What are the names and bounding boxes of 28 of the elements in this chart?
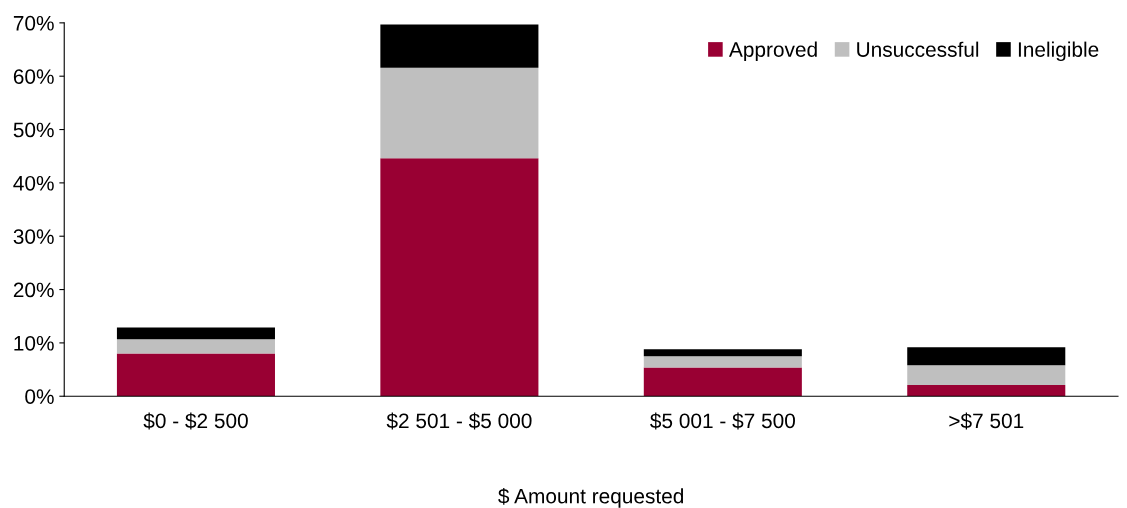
bar xyxy=(907,385,1066,397)
legend-label: Ineligible xyxy=(1018,41,1099,62)
bar xyxy=(380,158,539,397)
x-tick-label: $5 001 - $7 500 xyxy=(650,412,795,430)
x-tick-label: >$7 501 xyxy=(949,412,1024,430)
x-tick-label: $0 - $2 500 xyxy=(143,412,248,430)
bar xyxy=(380,24,539,68)
bar xyxy=(116,339,275,354)
y-tick-label: 10% xyxy=(14,335,54,351)
bar xyxy=(116,353,275,397)
y-tick-label: 30% xyxy=(13,229,54,244)
legend-label: Approved xyxy=(728,41,817,62)
y-tick-label: 20% xyxy=(13,282,54,298)
x-tick-label: $2 501 - $5 000 xyxy=(386,412,532,430)
y-tick-label: 70% xyxy=(13,15,54,31)
legend-label: Unsuccessful xyxy=(857,41,979,57)
bar xyxy=(907,347,1066,366)
bar xyxy=(643,356,802,368)
y-tick-label: 60% xyxy=(13,69,54,84)
x-axis-title: $ Amount requested xyxy=(498,487,684,508)
bar xyxy=(116,327,275,340)
bar xyxy=(380,67,539,159)
y-tick-label: 40% xyxy=(13,175,54,191)
y-tick-label: 50% xyxy=(13,122,54,138)
bar xyxy=(643,349,802,357)
bar xyxy=(907,365,1066,386)
bar xyxy=(643,367,802,397)
y-tick-label: 0% xyxy=(25,389,54,404)
